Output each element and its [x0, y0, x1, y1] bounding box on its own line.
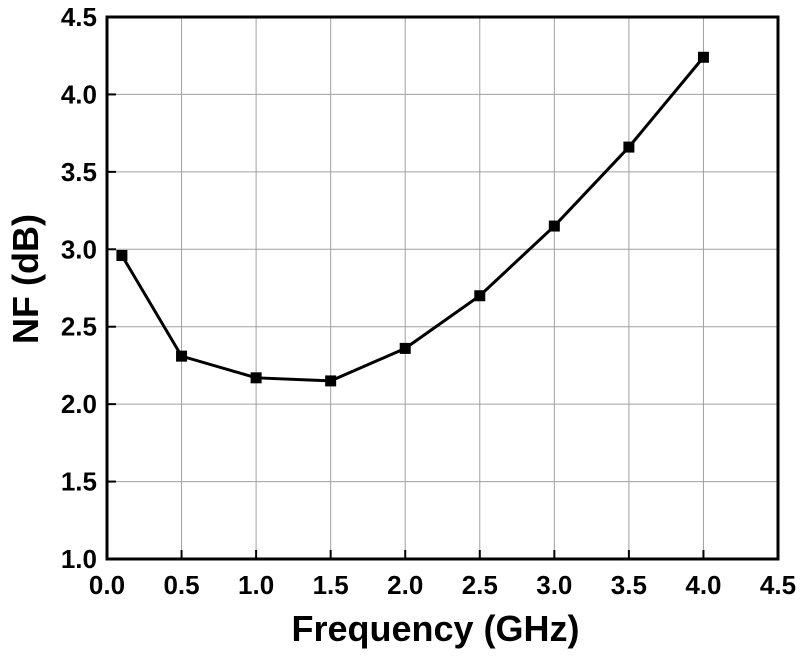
y-tick-label: 4.0	[61, 79, 97, 109]
data-point-marker	[116, 249, 128, 261]
x-tick-label: 2.0	[387, 570, 423, 600]
x-tick-label: 3.0	[536, 570, 572, 600]
y-tick-label: 1.5	[61, 467, 97, 497]
data-point-marker	[623, 141, 635, 153]
x-tick-label: 4.0	[685, 570, 721, 600]
series-layer	[116, 51, 709, 387]
y-tick-label: 1.0	[61, 544, 97, 574]
axis-ticks	[106, 16, 779, 560]
data-point-marker	[697, 51, 709, 63]
x-tick-label: 1.0	[238, 570, 274, 600]
series-line	[120, 56, 705, 383]
data-point-marker	[325, 375, 337, 387]
data-point-marker	[250, 372, 262, 384]
data-point-marker	[399, 342, 411, 354]
y-tick-label: 3.5	[61, 157, 97, 187]
x-tick-label: 0.5	[163, 570, 199, 600]
x-tick-label: 3.5	[611, 570, 647, 600]
data-point-marker	[474, 290, 486, 302]
x-tick-label: 1.5	[313, 570, 349, 600]
data-point-marker	[176, 350, 188, 362]
y-tick-labels: 1.0 1.5 2.0 2.5 3.0 3.5 4.0 4.5	[61, 2, 97, 574]
y-tick-label: 4.5	[61, 2, 97, 32]
x-tick-label: 0.0	[89, 570, 125, 600]
x-tick-labels: 0.0 0.5 1.0 1.5 2.0 2.5 3.0 3.5 4.0 4.5	[89, 570, 796, 600]
x-tick-label: 4.5	[760, 570, 796, 600]
grid-lines	[107, 17, 778, 559]
y-tick-label: 2.0	[61, 389, 97, 419]
plot-frame	[105, 15, 780, 561]
y-tick-label: 2.5	[61, 312, 97, 342]
x-axis-title: Frequency (GHz)	[291, 608, 579, 649]
y-tick-label: 3.0	[61, 234, 97, 264]
x-tick-label: 2.5	[462, 570, 498, 600]
data-point-marker	[548, 220, 560, 232]
y-axis-title: NF (dB)	[5, 214, 46, 344]
